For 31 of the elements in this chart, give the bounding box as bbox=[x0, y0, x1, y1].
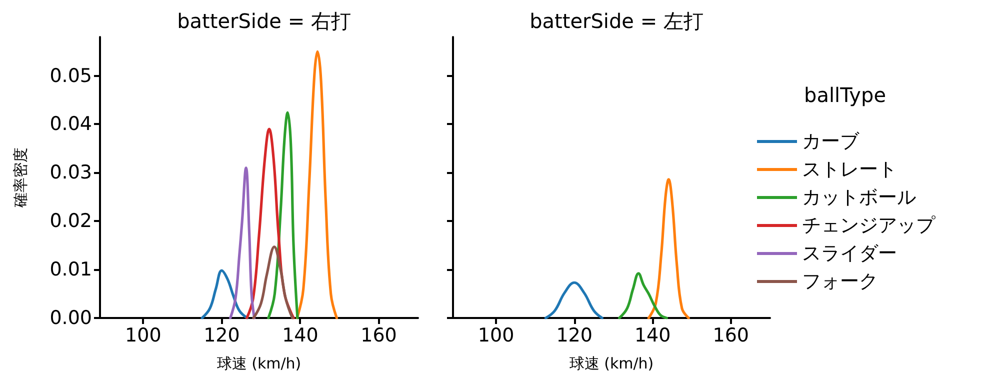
legend-label: フォーク bbox=[802, 270, 878, 292]
y-tick-label: 0.03 bbox=[50, 162, 92, 184]
y-axis-title: 確率密度 bbox=[12, 148, 30, 208]
legend-title: ballType bbox=[804, 83, 886, 107]
y-tick-label: 0.02 bbox=[50, 210, 92, 232]
x-tick-label: 100 bbox=[125, 324, 162, 346]
y-tick-label: 0.00 bbox=[50, 307, 92, 329]
line-series bbox=[229, 166, 256, 320]
x-tick-label: 140 bbox=[634, 324, 671, 346]
x-tick-label: 160 bbox=[712, 324, 749, 346]
x-axis-title: 球速 (km/h) bbox=[216, 354, 302, 372]
x-tick-label: 160 bbox=[360, 324, 397, 346]
y-tick-label: 0.05 bbox=[50, 64, 92, 87]
y-tick-label: 0.01 bbox=[50, 258, 92, 281]
y-tick-label: 0.04 bbox=[50, 113, 92, 136]
legend-label: ストレート bbox=[802, 158, 897, 180]
x-tick-label: 120 bbox=[556, 324, 592, 346]
line-series bbox=[267, 111, 299, 320]
legend-label: カットボール bbox=[802, 186, 916, 208]
legend-label: スライダー bbox=[802, 242, 897, 264]
x-axis-title: 球速 (km/h) bbox=[569, 354, 654, 372]
line-series bbox=[252, 245, 294, 320]
chart-title: batterSide = 右打 bbox=[177, 9, 351, 33]
x-tick-label: 140 bbox=[282, 324, 318, 346]
legend-label: チェンジアップ bbox=[802, 214, 936, 236]
x-tick-label: 120 bbox=[204, 324, 240, 346]
x-tick-label: 100 bbox=[478, 324, 514, 346]
legend-label: カーブ bbox=[802, 130, 860, 152]
line-series bbox=[296, 50, 338, 320]
chart-title: batterSide = 左打 bbox=[530, 9, 704, 33]
line-series bbox=[200, 269, 249, 320]
